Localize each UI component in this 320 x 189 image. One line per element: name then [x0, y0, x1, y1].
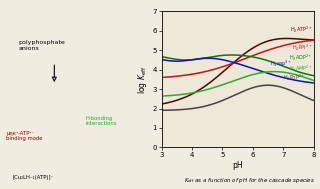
Text: H$_2$AMP$^{2+}$: H$_2$AMP$^{2+}$ — [289, 64, 313, 74]
Text: polyphosphate
anions: polyphosphate anions — [19, 40, 65, 51]
Y-axis label: log $K_{\rm eff}$: log $K_{\rm eff}$ — [136, 65, 149, 94]
Text: H$_2$PhP$^{2+}$: H$_2$PhP$^{2+}$ — [283, 73, 306, 83]
Text: H$_3$asp$^{3+}$: H$_3$asp$^{3+}$ — [269, 59, 292, 69]
Text: H$_2$ATP$^{2+}$: H$_2$ATP$^{2+}$ — [290, 25, 313, 35]
Text: H$_2$ADP$^{2+}$: H$_2$ADP$^{2+}$ — [289, 53, 313, 63]
Text: [Cu₂LH₋₁(ATP)]⁻: [Cu₂LH₋₁(ATP)]⁻ — [12, 175, 54, 180]
Text: $K_{\rm eff}$ as a function of pH for the cascade species: $K_{\rm eff}$ as a function of pH for th… — [184, 176, 315, 185]
Text: μηκ⁴-ATP⁴⁻
binding mode: μηκ⁴-ATP⁴⁻ binding mode — [6, 131, 43, 142]
Text: H-bonding
interactions: H-bonding interactions — [85, 115, 117, 126]
X-axis label: pH: pH — [232, 161, 243, 170]
Text: H$_2$PPi$^{2+}$: H$_2$PPi$^{2+}$ — [292, 43, 313, 53]
